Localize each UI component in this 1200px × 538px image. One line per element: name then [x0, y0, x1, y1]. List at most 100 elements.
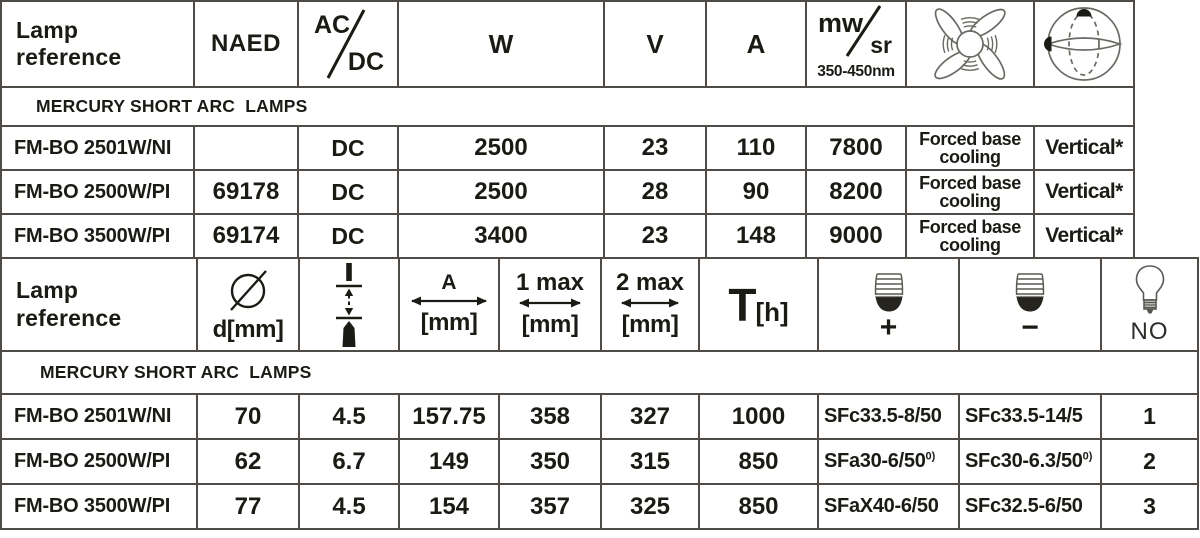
- lifetime-cell: 850: [698, 483, 819, 530]
- length-1max-cell: 350: [498, 438, 602, 485]
- base-plus-cell: SFa30-6/500): [817, 438, 960, 485]
- diameter-icon: [230, 269, 267, 311]
- table1-row-2: FM-BO 2500W/PI 69178 DC 2500 28 90 8200 …: [0, 169, 1135, 215]
- radiance-cell: 9000: [805, 213, 907, 259]
- ampere-header: A: [705, 0, 807, 88]
- burning-position-icon: [1044, 7, 1123, 81]
- ampere-cell: 110: [705, 125, 807, 171]
- lamp-ref-cell: FM-BO 2500W/PI: [0, 438, 198, 485]
- drawing-number-header: NO: [1100, 257, 1199, 352]
- lamp-reference-header: Lamp reference: [0, 257, 198, 352]
- volt-cell: 23: [603, 213, 707, 259]
- ac-dc-header: AC DC: [297, 0, 399, 88]
- length-2max-header: 2 max [mm]: [600, 257, 700, 352]
- volt-header: V: [603, 0, 707, 88]
- position-cell: Vertical*: [1033, 169, 1135, 215]
- length-1max-cell: 357: [498, 483, 602, 530]
- mechanical-spec-table: Lamp reference d[mm] A: [0, 257, 1199, 530]
- drawing-number-cell: 2: [1100, 438, 1199, 485]
- fan-icon: [934, 8, 1006, 80]
- ampere-cell: 148: [705, 213, 807, 259]
- ampere-cell: 90: [705, 169, 807, 215]
- length-a-cell: 157.75: [398, 393, 500, 440]
- position-cell: Vertical*: [1033, 125, 1135, 171]
- cooling-cell: Forced base cooling: [905, 125, 1035, 171]
- burning-position-header: [1033, 0, 1135, 88]
- section-title: MERCURY SHORT ARC LAMPS: [40, 362, 312, 382]
- table2-row-1: FM-BO 2501W/NI 70 4.5 157.75 358 327 100…: [0, 393, 1199, 440]
- diameter-cell: 62: [196, 438, 300, 485]
- screw-base-plus-icon: [874, 272, 903, 311]
- diagonal-slash-icon: [845, 5, 882, 57]
- gap-cell: 4.5: [298, 483, 400, 530]
- double-arrow-icon: [411, 296, 487, 306]
- drawing-number-cell: 1: [1100, 393, 1199, 440]
- table1-row-1: FM-BO 2501W/NI DC 2500 23 110 7800 Force…: [0, 125, 1135, 171]
- lamp-reference-header-label: Lamp reference: [16, 16, 122, 70]
- acdc-cell: DC: [297, 169, 399, 215]
- length-1max-header: 1 max [mm]: [498, 257, 602, 352]
- lamp-ref-cell: FM-BO 2500W/PI: [0, 169, 195, 215]
- volt-cell: 28: [603, 169, 707, 215]
- lamp-reference-header-label: Lamp reference: [16, 277, 122, 331]
- base-minus-cell: SFc33.5-14/5: [958, 393, 1102, 440]
- bulb-icon: [1135, 264, 1164, 313]
- watt-cell: 2500: [397, 169, 605, 215]
- length-a-cell: 154: [398, 483, 500, 530]
- watt-header: W: [397, 0, 605, 88]
- length-2max-cell: 315: [600, 438, 700, 485]
- wavelength-range-label: 350-450nm: [817, 63, 895, 80]
- volt-cell: 23: [603, 125, 707, 171]
- watt-cell: 2500: [397, 125, 605, 171]
- section-header-cell: MERCURY SHORT ARC LAMPS: [0, 350, 1199, 395]
- ac-dc-diagonal: AC DC: [300, 3, 396, 85]
- gap-cell: 6.7: [298, 438, 400, 485]
- radiance-cell: 7800: [805, 125, 907, 171]
- section-header-cell: MERCURY SHORT ARC LAMPS: [0, 86, 1135, 127]
- base-plus-cell: SFc33.5-8/50: [817, 393, 960, 440]
- cooling-cell: Forced base cooling: [905, 213, 1035, 259]
- electrode-gap-icon: [336, 262, 362, 347]
- acdc-cell: DC: [297, 213, 399, 259]
- table2-row-3: FM-BO 3500W/PI 77 4.5 154 357 325 850 SF…: [0, 483, 1199, 530]
- base-minus-header: −: [958, 257, 1102, 352]
- lifetime-cell: 1000: [698, 393, 819, 440]
- length-2max-cell: 327: [600, 393, 700, 440]
- naed-cell: [193, 125, 299, 171]
- diagonal-slash-icon: [326, 9, 366, 79]
- naed-header: NAED: [193, 0, 299, 88]
- length-2max-cell: 325: [600, 483, 700, 530]
- electrode-gap-header: [298, 257, 400, 352]
- lifetime-cell: 850: [698, 438, 819, 485]
- cooling-cell: Forced base cooling: [905, 169, 1035, 215]
- gap-cell: 4.5: [298, 393, 400, 440]
- bulb-diameter-header: d[mm]: [196, 257, 300, 352]
- radiance-cell: 8200: [805, 169, 907, 215]
- length-a-cell: 149: [398, 438, 500, 485]
- base-minus-cell: SFc32.5-6/50: [958, 483, 1102, 530]
- table1-section-row: MERCURY SHORT ARC LAMPS: [0, 86, 1135, 127]
- screw-base-minus-icon: [1015, 272, 1045, 311]
- lamp-ref-cell: FM-BO 2501W/NI: [0, 125, 195, 171]
- lamp-ref-cell: FM-BO 3500W/PI: [0, 483, 198, 530]
- radiance-header: mw sr 350-450nm: [805, 0, 907, 88]
- lamp-ref-cell: FM-BO 3500W/PI: [0, 213, 195, 259]
- length-1max-cell: 358: [498, 393, 602, 440]
- table2-section-row: MERCURY SHORT ARC LAMPS: [0, 350, 1199, 395]
- table2-header-row: Lamp reference d[mm] A: [0, 257, 1199, 352]
- length-a-header: A [mm]: [398, 257, 500, 352]
- base-minus-cell: SFc30-6.3/500): [958, 438, 1102, 485]
- position-cell: Vertical*: [1033, 213, 1135, 259]
- mw-sr-diagonal: mw sr 350-450nm: [808, 3, 904, 85]
- base-plus-header: +: [817, 257, 960, 352]
- diameter-cell: 70: [196, 393, 300, 440]
- section-title: MERCURY SHORT ARC LAMPS: [36, 96, 308, 116]
- cooling-header: [905, 0, 1035, 88]
- double-arrow-icon: [621, 298, 679, 307]
- table1-row-3: FM-BO 3500W/PI 69174 DC 3400 23 148 9000…: [0, 213, 1135, 259]
- electrical-spec-table: Lamp reference NAED AC DC W V A mw sr 35…: [0, 0, 1135, 259]
- table1-header-row: Lamp reference NAED AC DC W V A mw sr 35…: [0, 0, 1135, 88]
- lamp-ref-cell: FM-BO 2501W/NI: [0, 393, 198, 440]
- naed-cell: 69178: [193, 169, 299, 215]
- base-plus-cell: SFaX40-6/50: [817, 483, 960, 530]
